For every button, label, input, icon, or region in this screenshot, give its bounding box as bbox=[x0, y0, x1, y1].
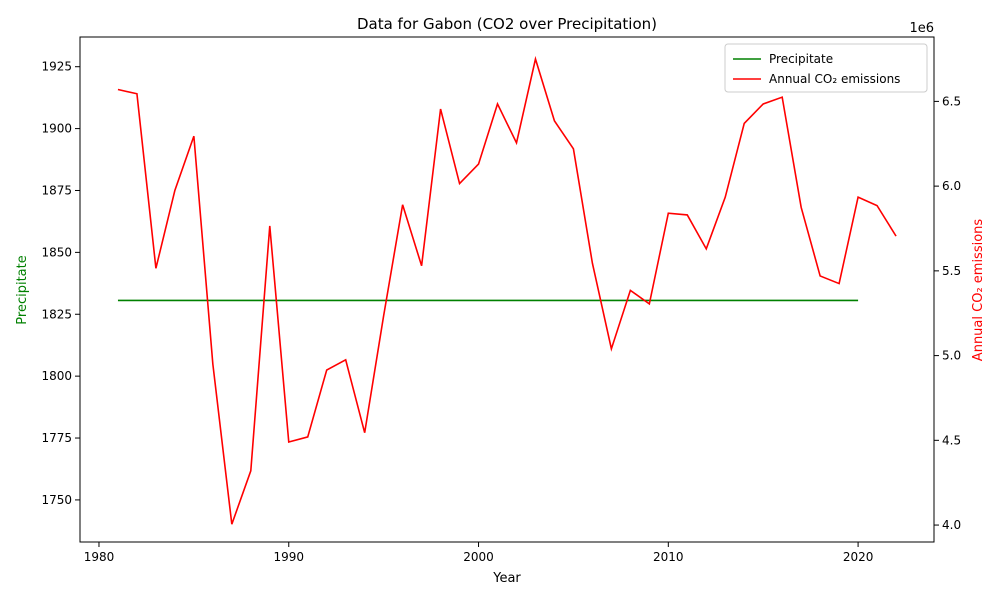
y-left-tick-label: 1925 bbox=[41, 60, 72, 74]
legend-label: Annual CO₂ emissions bbox=[769, 72, 900, 86]
x-tick-label: 1990 bbox=[273, 550, 304, 564]
y-axis-left-label: Precipitate bbox=[15, 255, 30, 324]
y-left-tick-label: 1900 bbox=[41, 122, 72, 136]
y-right-tick-label: 5.5 bbox=[942, 264, 961, 278]
y-axis-right-offset-label: 1e6 bbox=[909, 21, 934, 36]
y-right-tick-label: 6.0 bbox=[942, 179, 961, 193]
x-tick-label: 2000 bbox=[463, 550, 494, 564]
y-left-tick-label: 1825 bbox=[41, 307, 72, 321]
x-tick-label: 2010 bbox=[653, 550, 684, 564]
legend-box bbox=[724, 43, 928, 93]
y-right-tick-label: 4.0 bbox=[942, 518, 961, 532]
y-left-tick-label: 1775 bbox=[41, 431, 72, 445]
x-axis-label: Year bbox=[492, 571, 521, 586]
plot-frame bbox=[79, 36, 935, 543]
y-axis-right-label: Annual CO₂ emissions bbox=[971, 219, 986, 362]
y-left-tick-label: 1850 bbox=[41, 245, 72, 259]
y-left-tick-label: 1800 bbox=[41, 369, 72, 383]
legend: Precipitate Annual CO₂ emissions bbox=[724, 43, 928, 93]
y-right-tick-label: 5.0 bbox=[942, 349, 961, 363]
series-layer bbox=[117, 55, 897, 525]
chart-title: Data for Gabon (CO2 over Precipitation) bbox=[357, 15, 657, 33]
plot-area bbox=[79, 36, 935, 543]
x-axis: 1980 1990 2000 2010 2020 bbox=[84, 542, 874, 564]
legend-label: Precipitate bbox=[769, 52, 833, 66]
y-left-tick-label: 1875 bbox=[41, 183, 72, 197]
x-tick-label: 2020 bbox=[843, 550, 874, 564]
y-left-tick-label: 1750 bbox=[41, 493, 72, 507]
y-right-tick-label: 6.5 bbox=[942, 94, 961, 108]
x-tick-label: 1980 bbox=[84, 550, 115, 564]
y-axis-right: 4.0 4.5 5.0 5.5 6.0 6.5 bbox=[934, 94, 961, 532]
y-right-tick-label: 4.5 bbox=[942, 433, 961, 447]
series-line-co2-emissions bbox=[117, 55, 897, 525]
y-axis-left: 1750 1775 1800 1825 1850 1875 1900 1925 bbox=[41, 60, 80, 507]
